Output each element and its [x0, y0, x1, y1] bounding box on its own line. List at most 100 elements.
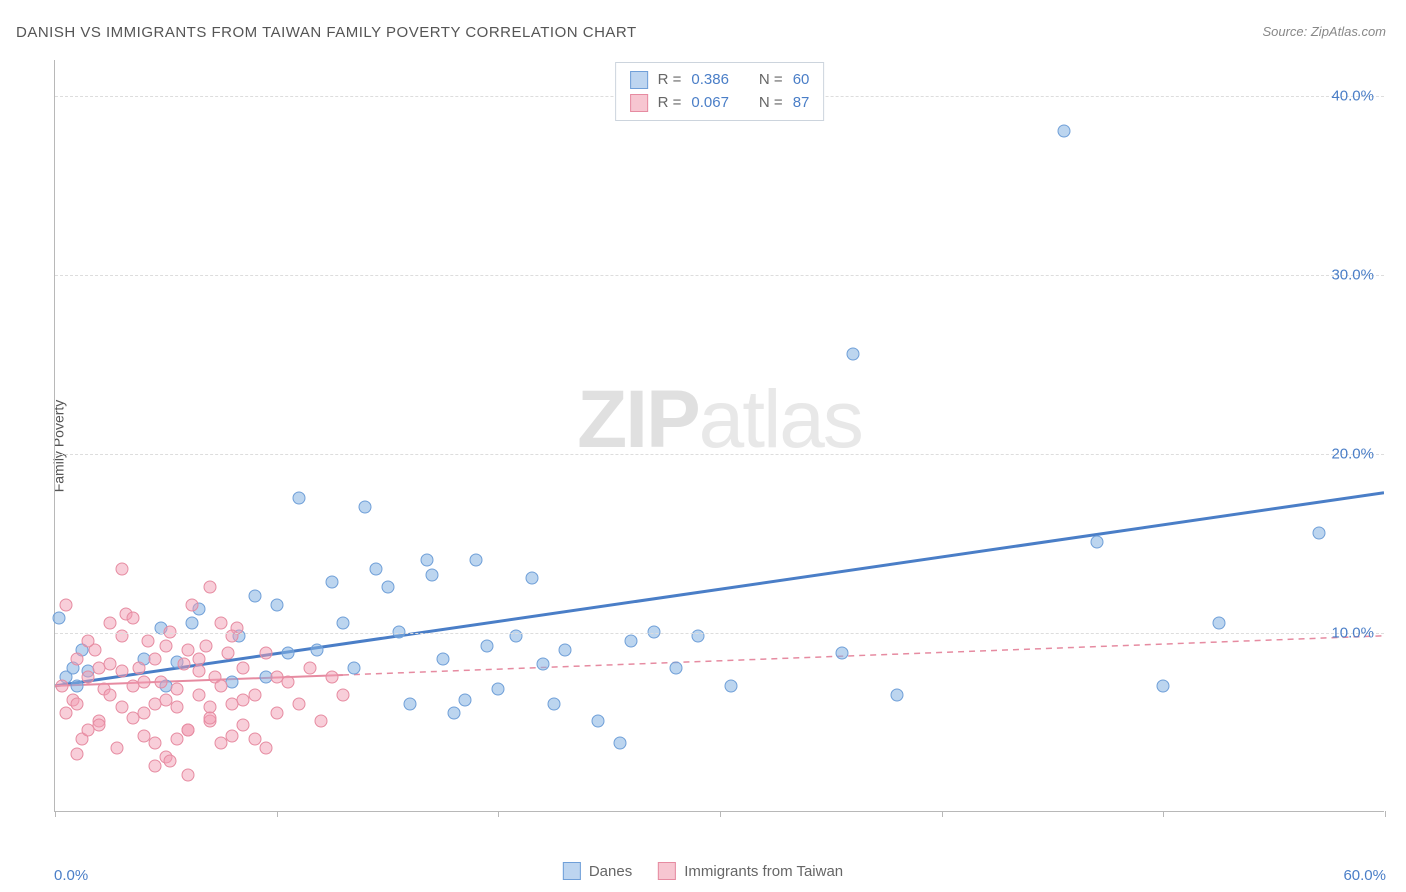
data-point [170, 683, 183, 696]
data-point [148, 736, 161, 749]
data-point [226, 629, 239, 642]
data-point [436, 652, 449, 665]
x-tick [720, 811, 721, 817]
data-point [115, 563, 128, 576]
data-point [448, 706, 461, 719]
data-point [60, 599, 73, 612]
data-point [259, 647, 272, 660]
data-point [847, 348, 860, 361]
data-point [348, 661, 361, 674]
data-point [155, 676, 168, 689]
data-point [170, 701, 183, 714]
data-point [381, 581, 394, 594]
plot-area: ZIPatlas R = 0.386 N = 60 R = 0.067 N = … [54, 60, 1384, 812]
legend-label-danes: Danes [589, 863, 632, 880]
swatch-pink [630, 94, 648, 112]
data-point [691, 629, 704, 642]
data-point [558, 643, 571, 656]
data-point [1312, 527, 1325, 540]
data-point [470, 554, 483, 567]
data-point [137, 706, 150, 719]
trend-line-dashed [343, 636, 1384, 675]
data-point [536, 658, 549, 671]
watermark-bold: ZIP [577, 374, 699, 465]
data-point [186, 617, 199, 630]
data-point [164, 754, 177, 767]
data-point [510, 629, 523, 642]
data-point [525, 572, 538, 585]
data-point [177, 658, 190, 671]
data-point [71, 747, 84, 760]
data-point [1057, 124, 1070, 137]
data-point [248, 733, 261, 746]
y-tick-label: 30.0% [1331, 266, 1374, 283]
data-point [292, 491, 305, 504]
data-point [669, 661, 682, 674]
data-point [104, 688, 117, 701]
data-point [403, 697, 416, 710]
data-point [1157, 679, 1170, 692]
data-point [492, 683, 505, 696]
data-point [170, 733, 183, 746]
data-point [370, 563, 383, 576]
data-point [115, 629, 128, 642]
gridline-h [55, 275, 1384, 276]
source-attribution: Source: ZipAtlas.com [1262, 24, 1386, 39]
r-label-1: R = [658, 69, 682, 92]
data-point [82, 670, 95, 683]
data-point [148, 760, 161, 773]
data-point [71, 652, 84, 665]
data-point [204, 711, 217, 724]
data-point [592, 715, 605, 728]
data-point [292, 697, 305, 710]
swatch-pink-2 [658, 862, 676, 880]
data-point [159, 640, 172, 653]
n-label-1: N = [759, 69, 783, 92]
data-point [104, 617, 117, 630]
data-point [204, 581, 217, 594]
swatch-blue-2 [563, 862, 581, 880]
data-point [835, 647, 848, 660]
data-point [126, 611, 139, 624]
x-tick [942, 811, 943, 817]
n-label-2: N = [759, 92, 783, 115]
data-point [1212, 617, 1225, 630]
x-tick [55, 811, 56, 817]
data-point [310, 643, 323, 656]
data-point [215, 679, 228, 692]
data-point [281, 647, 294, 660]
data-point [614, 736, 627, 749]
data-point [891, 688, 904, 701]
data-point [182, 769, 195, 782]
data-point [93, 719, 106, 732]
x-tick [1385, 811, 1386, 817]
data-point [71, 679, 84, 692]
data-point [625, 634, 638, 647]
x-tick [277, 811, 278, 817]
data-point [425, 568, 438, 581]
legend-item-danes: Danes [563, 862, 632, 880]
data-point [337, 617, 350, 630]
data-point [270, 599, 283, 612]
data-point [547, 697, 560, 710]
data-point [182, 724, 195, 737]
data-point [248, 688, 261, 701]
data-point [55, 679, 68, 692]
n-value-1: 60 [793, 69, 810, 92]
data-point [226, 729, 239, 742]
data-point [111, 742, 124, 755]
data-point [104, 658, 117, 671]
data-point [303, 661, 316, 674]
data-point [186, 599, 199, 612]
swatch-blue [630, 71, 648, 89]
legend-series: Danes Immigrants from Taiwan [563, 862, 843, 880]
r-label-2: R = [658, 92, 682, 115]
data-point [259, 742, 272, 755]
y-tick-label: 10.0% [1331, 624, 1374, 641]
data-point [237, 694, 250, 707]
data-point [237, 719, 250, 732]
data-point [326, 575, 339, 588]
data-point [281, 676, 294, 689]
y-tick-label: 40.0% [1331, 87, 1374, 104]
data-point [1090, 536, 1103, 549]
